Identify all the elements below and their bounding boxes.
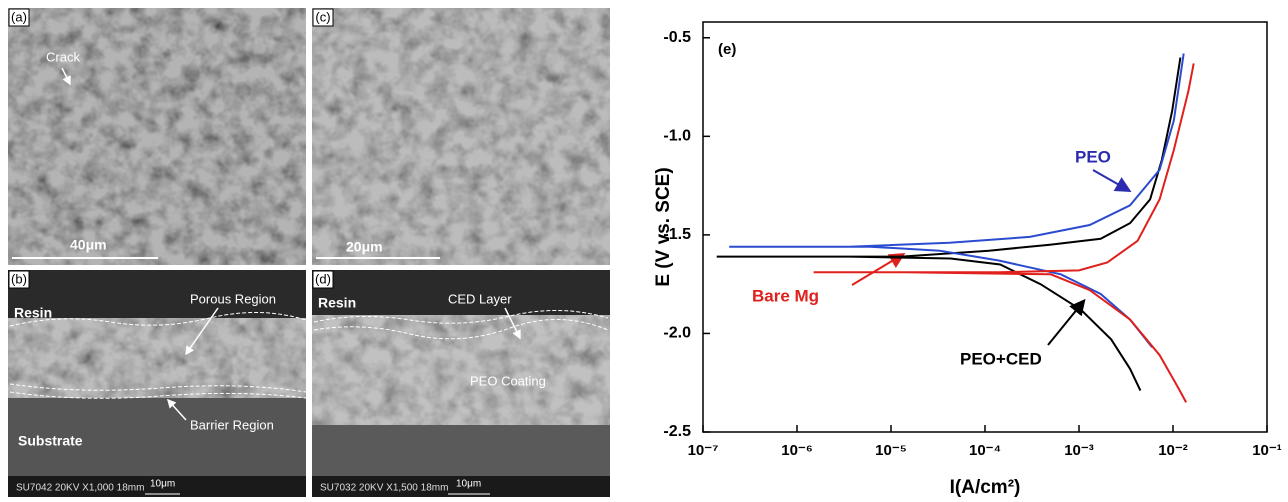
y-tick-label: -0.5 — [663, 29, 691, 46]
figure: I(A/cm²) E (V vs. SCE) (a)Crack40μm(c)20… — [0, 0, 1288, 502]
panel-label: (d) — [315, 271, 331, 286]
panel-text: Barrier Region — [190, 417, 274, 432]
x-tick-label: 10⁻³ — [1064, 442, 1094, 459]
panel-label: (c) — [315, 9, 330, 24]
sem-image — [8, 8, 306, 265]
series-line — [717, 58, 1181, 391]
x-tick-label: 10⁻⁵ — [875, 442, 907, 459]
sem-image — [312, 8, 610, 265]
arrow — [1093, 170, 1128, 190]
panel-text: Porous Region — [190, 291, 276, 306]
y-tick-label: -1.5 — [663, 226, 691, 243]
annotation: Bare Mg — [752, 286, 819, 305]
panel-text: Resin — [14, 305, 52, 321]
arrow — [852, 255, 902, 285]
coating-layer — [8, 318, 306, 398]
y-tick-label: -2.5 — [663, 423, 691, 440]
panel-text: Resin — [318, 295, 356, 311]
panel-text: SU7042 20KV X1,000 18mm — [16, 483, 144, 494]
x-axis-label: I(A/cm²) — [950, 477, 1021, 498]
annotation: (e) — [718, 41, 736, 58]
panel-label: (b) — [11, 271, 27, 286]
panel-text: CED Layer — [448, 291, 512, 306]
panel-text: SU7032 20KV X1,500 18mm — [320, 483, 448, 494]
coating-layer — [312, 315, 610, 425]
y-tick-label: -1.0 — [663, 128, 691, 145]
y-tick-label: -2.0 — [663, 325, 691, 342]
panel-label: (a) — [11, 9, 27, 24]
plot-frame — [703, 22, 1267, 432]
annotation: PEO+CED — [960, 349, 1042, 368]
x-tick-label: 10⁻² — [1158, 442, 1188, 459]
panel-text: Crack — [46, 49, 80, 64]
annotation: PEO — [1075, 147, 1111, 166]
panel-text: Substrate — [18, 433, 83, 449]
x-tick-label: 10⁻⁶ — [781, 442, 813, 459]
panel-text: 10μm — [150, 479, 175, 490]
x-tick-label: 10⁻¹ — [1252, 442, 1282, 459]
panel-text: 20μm — [346, 239, 383, 255]
panel-text: 40μm — [70, 237, 107, 253]
x-tick-label: 10⁻⁴ — [969, 442, 1001, 459]
panel-text: 10μm — [456, 479, 481, 490]
x-tick-label: 10⁻⁷ — [688, 442, 719, 459]
panel-text: PEO Coating — [470, 373, 546, 388]
